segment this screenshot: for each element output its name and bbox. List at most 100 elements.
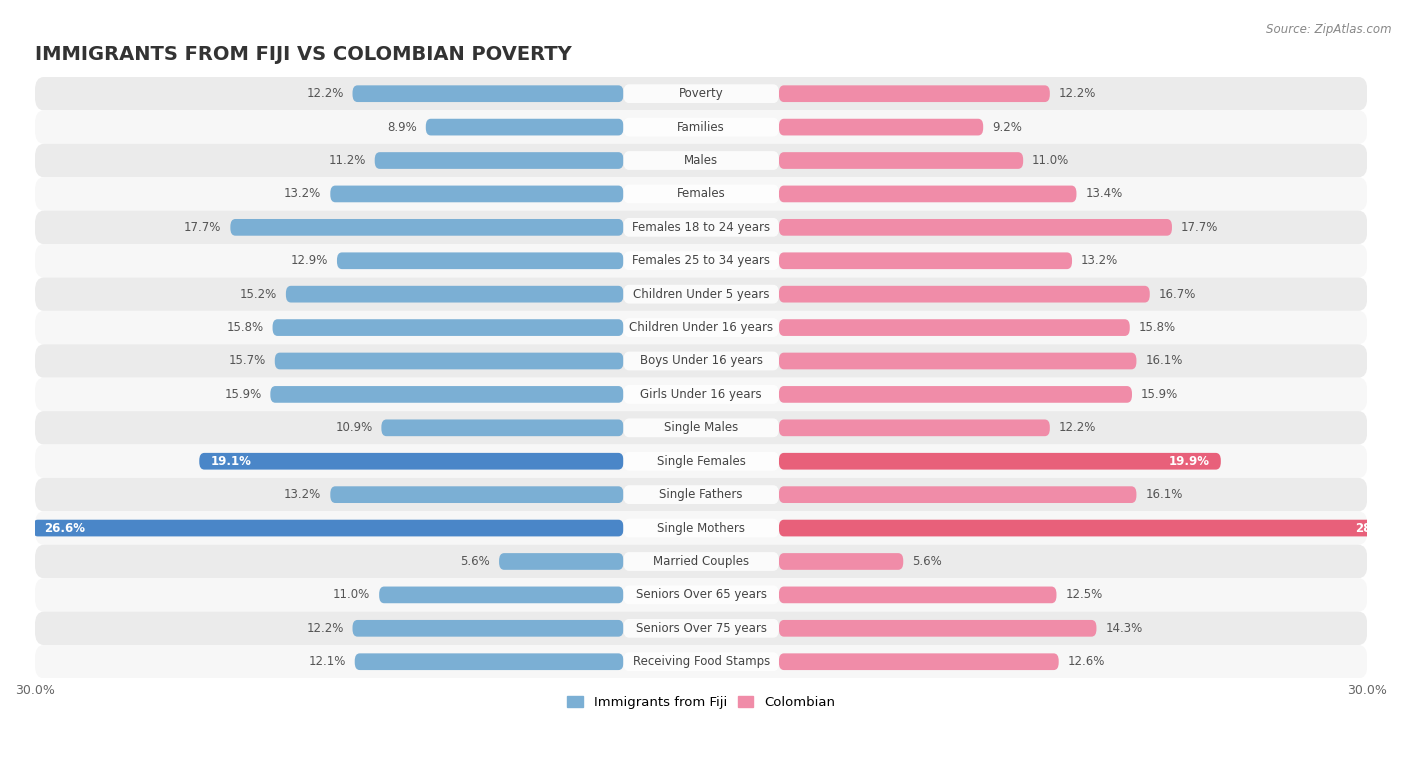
Text: 12.9%: 12.9%	[291, 254, 328, 268]
FancyBboxPatch shape	[35, 344, 1368, 377]
FancyBboxPatch shape	[380, 587, 623, 603]
FancyBboxPatch shape	[623, 185, 779, 203]
Text: 12.5%: 12.5%	[1066, 588, 1102, 601]
Text: 12.2%: 12.2%	[1059, 87, 1097, 100]
FancyBboxPatch shape	[779, 653, 1059, 670]
Text: Females 25 to 34 years: Females 25 to 34 years	[633, 254, 770, 268]
FancyBboxPatch shape	[779, 186, 1077, 202]
Text: 11.0%: 11.0%	[333, 588, 370, 601]
Text: 9.2%: 9.2%	[993, 121, 1022, 133]
FancyBboxPatch shape	[623, 252, 779, 270]
FancyBboxPatch shape	[35, 177, 1368, 211]
Text: 13.2%: 13.2%	[284, 187, 322, 200]
FancyBboxPatch shape	[623, 218, 779, 236]
Text: 13.2%: 13.2%	[1081, 254, 1118, 268]
Text: 17.7%: 17.7%	[1181, 221, 1218, 234]
FancyBboxPatch shape	[623, 318, 779, 337]
FancyBboxPatch shape	[426, 119, 623, 136]
Text: Seniors Over 75 years: Seniors Over 75 years	[636, 622, 766, 634]
FancyBboxPatch shape	[35, 311, 1368, 344]
FancyBboxPatch shape	[779, 86, 1050, 102]
FancyBboxPatch shape	[353, 620, 623, 637]
FancyBboxPatch shape	[354, 653, 623, 670]
FancyBboxPatch shape	[381, 419, 623, 436]
Text: Single Males: Single Males	[664, 421, 738, 434]
FancyBboxPatch shape	[779, 620, 1097, 637]
Text: 11.2%: 11.2%	[329, 154, 366, 167]
Text: Single Mothers: Single Mothers	[657, 522, 745, 534]
FancyBboxPatch shape	[623, 485, 779, 504]
FancyBboxPatch shape	[779, 419, 1050, 436]
Text: 11.0%: 11.0%	[1032, 154, 1070, 167]
FancyBboxPatch shape	[623, 552, 779, 571]
FancyBboxPatch shape	[623, 84, 779, 103]
Text: 15.9%: 15.9%	[1140, 388, 1178, 401]
Text: 19.9%: 19.9%	[1168, 455, 1209, 468]
Text: 28.3%: 28.3%	[1355, 522, 1396, 534]
Text: 12.2%: 12.2%	[1059, 421, 1097, 434]
FancyBboxPatch shape	[623, 117, 779, 136]
FancyBboxPatch shape	[35, 578, 1368, 612]
Text: Seniors Over 65 years: Seniors Over 65 years	[636, 588, 766, 601]
FancyBboxPatch shape	[35, 377, 1368, 411]
FancyBboxPatch shape	[375, 152, 623, 169]
FancyBboxPatch shape	[200, 453, 623, 470]
Text: 13.4%: 13.4%	[1085, 187, 1122, 200]
FancyBboxPatch shape	[35, 411, 1368, 444]
Text: Single Females: Single Females	[657, 455, 745, 468]
Text: Families: Families	[678, 121, 725, 133]
Text: 16.7%: 16.7%	[1159, 288, 1197, 301]
FancyBboxPatch shape	[779, 286, 1150, 302]
FancyBboxPatch shape	[623, 151, 779, 170]
Text: Boys Under 16 years: Boys Under 16 years	[640, 355, 762, 368]
Text: 8.9%: 8.9%	[387, 121, 418, 133]
FancyBboxPatch shape	[623, 352, 779, 371]
FancyBboxPatch shape	[779, 352, 1136, 369]
Text: Females 18 to 24 years: Females 18 to 24 years	[633, 221, 770, 234]
Text: 13.2%: 13.2%	[284, 488, 322, 501]
FancyBboxPatch shape	[779, 152, 1024, 169]
Text: 10.9%: 10.9%	[335, 421, 373, 434]
FancyBboxPatch shape	[273, 319, 623, 336]
Text: IMMIGRANTS FROM FIJI VS COLOMBIAN POVERTY: IMMIGRANTS FROM FIJI VS COLOMBIAN POVERT…	[35, 45, 572, 64]
Text: 17.7%: 17.7%	[184, 221, 222, 234]
Text: Females: Females	[676, 187, 725, 200]
Text: Males: Males	[685, 154, 718, 167]
FancyBboxPatch shape	[337, 252, 623, 269]
Text: 19.1%: 19.1%	[211, 455, 252, 468]
FancyBboxPatch shape	[779, 453, 1220, 470]
Text: 12.2%: 12.2%	[307, 622, 343, 634]
Text: Children Under 16 years: Children Under 16 years	[628, 321, 773, 334]
Legend: Immigrants from Fiji, Colombian: Immigrants from Fiji, Colombian	[562, 691, 841, 714]
Text: Receiving Food Stamps: Receiving Food Stamps	[633, 655, 770, 669]
FancyBboxPatch shape	[779, 386, 1132, 402]
Text: Children Under 5 years: Children Under 5 years	[633, 288, 769, 301]
FancyBboxPatch shape	[35, 512, 1368, 545]
FancyBboxPatch shape	[623, 619, 779, 637]
Text: Source: ZipAtlas.com: Source: ZipAtlas.com	[1267, 23, 1392, 36]
FancyBboxPatch shape	[35, 111, 1368, 144]
FancyBboxPatch shape	[623, 385, 779, 404]
FancyBboxPatch shape	[499, 553, 623, 570]
Text: 16.1%: 16.1%	[1146, 488, 1182, 501]
Text: 5.6%: 5.6%	[460, 555, 491, 568]
FancyBboxPatch shape	[779, 319, 1130, 336]
FancyBboxPatch shape	[35, 211, 1368, 244]
FancyBboxPatch shape	[35, 478, 1368, 512]
FancyBboxPatch shape	[231, 219, 623, 236]
FancyBboxPatch shape	[779, 587, 1056, 603]
Text: Single Fathers: Single Fathers	[659, 488, 742, 501]
FancyBboxPatch shape	[35, 444, 1368, 478]
FancyBboxPatch shape	[623, 518, 779, 537]
FancyBboxPatch shape	[779, 553, 903, 570]
Text: Girls Under 16 years: Girls Under 16 years	[640, 388, 762, 401]
Text: 16.1%: 16.1%	[1146, 355, 1182, 368]
Text: Married Couples: Married Couples	[654, 555, 749, 568]
FancyBboxPatch shape	[623, 418, 779, 437]
FancyBboxPatch shape	[353, 86, 623, 102]
Text: 15.8%: 15.8%	[226, 321, 264, 334]
FancyBboxPatch shape	[779, 119, 983, 136]
Text: 14.3%: 14.3%	[1105, 622, 1143, 634]
FancyBboxPatch shape	[779, 252, 1071, 269]
Text: 15.8%: 15.8%	[1139, 321, 1175, 334]
